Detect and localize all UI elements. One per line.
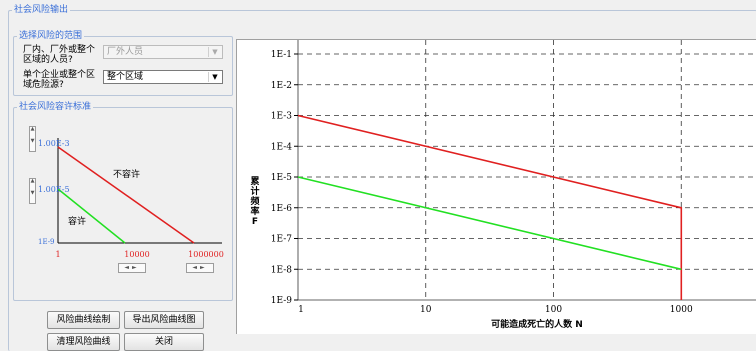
q2-label-line2: 域危险源? bbox=[23, 80, 64, 90]
fn-green-series-line bbox=[297, 176, 682, 271]
hazard-scope-value: 整个区域 bbox=[107, 72, 144, 82]
mini-x-label-3: 1000000 bbox=[188, 250, 224, 259]
x-axis-title: 可能造成死亡的人数 N bbox=[491, 318, 583, 330]
upper-limit-spinner[interactable]: ▲ ▼ bbox=[29, 126, 36, 152]
x-lower-spinner[interactable]: ◄► bbox=[186, 263, 214, 273]
y-tick-label: 1E-8 bbox=[271, 265, 293, 275]
y-tick-label: 1E-4 bbox=[271, 142, 293, 152]
criteria-mini-chart: 1.00E-3 1.00E-5 1E-9 1 10000 1000000 不容许… bbox=[38, 138, 224, 259]
intolerable-line bbox=[57, 146, 195, 244]
fn-curve-chart: 1E-1 1E-2 1E-3 1E-4 1E-5 1E-6 1E-7 1E-8 1E-9 1 10 1… bbox=[250, 40, 756, 330]
x-tick-label: 10 bbox=[420, 305, 432, 315]
y-tick-label: 1E-2 bbox=[271, 81, 292, 91]
y-axis-title-char: 计 bbox=[250, 185, 259, 197]
y-tick-label: 1E-6 bbox=[271, 204, 293, 214]
x-upper-spinner[interactable]: ◄► bbox=[118, 263, 146, 273]
mini-y-min-label: 1E-9 bbox=[38, 238, 55, 246]
x-tick-label: 1 bbox=[298, 305, 304, 315]
criteria-group bbox=[13, 107, 233, 301]
close-button[interactable]: 关闭 bbox=[124, 333, 204, 351]
fn-curve-panel: 1E-1 1E-2 1E-3 1E-4 1E-5 1E-6 1E-7 1E-8 1E-9 1 10 1… bbox=[236, 39, 756, 334]
lower-value-label: 1.00E-5 bbox=[38, 185, 70, 194]
criteria-group-title: 社会风险容许标准 bbox=[17, 102, 94, 112]
q1-label-line2: 区域的人员? bbox=[23, 55, 73, 65]
scope-group bbox=[13, 36, 233, 96]
window-title: 社会风险输出 bbox=[12, 5, 71, 15]
y-axis-title-char: F bbox=[252, 217, 258, 227]
x-tick-label: 100 bbox=[545, 305, 562, 315]
tolerable-line bbox=[57, 188, 126, 244]
q2-label-line1: 单个企业或整个区 bbox=[23, 70, 96, 80]
y-tick-label: 1E-5 bbox=[271, 173, 293, 183]
y-axis-title-char: 频 bbox=[250, 195, 259, 207]
y-axis-title-char: 率 bbox=[250, 205, 259, 217]
lower-limit-spinner[interactable]: ▲ ▼ bbox=[29, 178, 36, 204]
scope-group-title: 选择风险的范围 bbox=[17, 31, 85, 41]
hazard-scope-select[interactable]: 整个区域 ▼ bbox=[103, 70, 223, 84]
export-risk-curve-button[interactable]: 导出风险曲线图 bbox=[124, 311, 204, 329]
mini-x-label-2: 10000 bbox=[124, 250, 149, 259]
mini-x-label-1: 1 bbox=[55, 250, 60, 259]
y-tick-label: 1E-9 bbox=[271, 296, 293, 306]
x-tick-label: 1000 bbox=[670, 305, 693, 315]
intolerable-label: 不容许 bbox=[113, 168, 140, 180]
y-axis-title-char: 累 bbox=[250, 175, 259, 187]
personnel-scope-value: 厂外人员 bbox=[107, 47, 144, 57]
q1-label-line1: 厂内、厂外或整个 bbox=[23, 45, 96, 55]
y-tick-label: 1E-1 bbox=[271, 50, 292, 60]
social-risk-output-frame bbox=[8, 10, 756, 351]
clear-risk-curve-button[interactable]: 清理风险曲线 bbox=[47, 333, 120, 351]
y-tick-label: 1E-3 bbox=[271, 112, 293, 122]
y-tick-label: 1E-7 bbox=[271, 235, 293, 245]
tolerable-label: 容许 bbox=[68, 215, 86, 227]
draw-risk-curve-button[interactable]: 风险曲线绘制 bbox=[47, 311, 120, 329]
upper-value-label: 1.00E-3 bbox=[38, 139, 70, 148]
personnel-scope-select[interactable]: 厂外人员 ▼ bbox=[103, 45, 223, 59]
chevron-down-icon[interactable]: ▼ bbox=[208, 72, 221, 82]
chevron-down-icon[interactable]: ▼ bbox=[208, 47, 221, 57]
